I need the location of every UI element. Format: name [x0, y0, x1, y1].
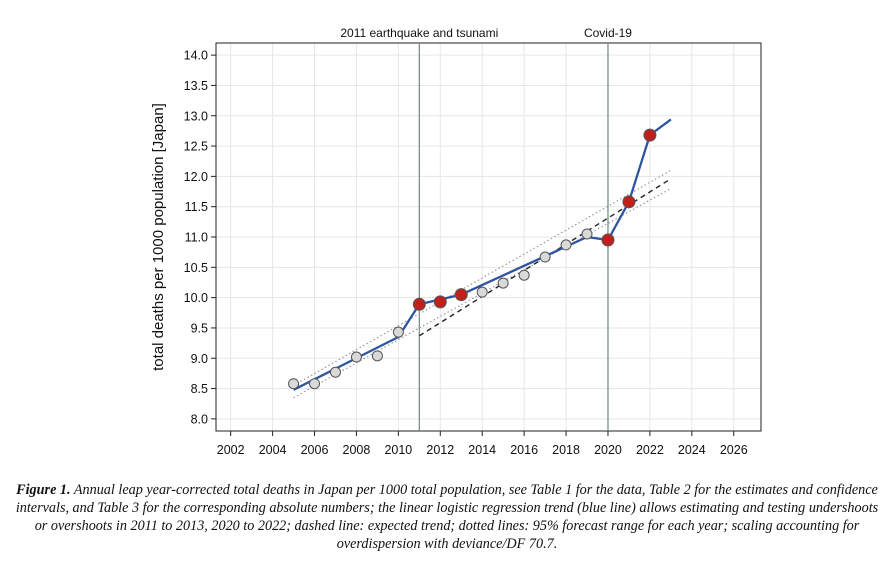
chart-svg: 2002 2004 2006 2008 2010 2012 2014 2016 2018 2020… [150, 26, 762, 457]
data-point [539, 251, 551, 263]
y-tick-label: 11.0 [185, 231, 208, 245]
data-point [560, 239, 572, 251]
y-tick-label: 10.0 [184, 291, 208, 305]
caption-label: Figure 1. [16, 482, 71, 498]
data-point [476, 286, 488, 298]
y-tick-label: 8.0 [191, 412, 208, 426]
axes: 2002 2004 2006 2008 2010 2012 2014 2016 2018 2020… [184, 49, 748, 457]
y-axis-title: total deaths per 1000 population [Japan] [150, 103, 167, 371]
y-tick-label: 9.5 [191, 321, 208, 335]
y-tick-label: 13.0 [184, 109, 208, 123]
data-point-event [643, 128, 657, 142]
y-tick-label: 11.5 [185, 200, 208, 214]
x-tick-label: 2024 [678, 443, 706, 457]
y-tick-label: 12.5 [184, 140, 208, 154]
markers [288, 128, 657, 390]
y-tick-label: 9.0 [191, 352, 208, 366]
figure-caption: Figure 1. Annual leap year-corrected tot… [14, 481, 880, 553]
x-tick-label: 2016 [510, 443, 538, 457]
data-point [581, 228, 593, 240]
x-tick-label: 2012 [426, 443, 454, 457]
data-point [329, 366, 341, 378]
y-tick-label: 14.0 [184, 49, 208, 63]
data-point-event [433, 295, 447, 309]
y-tick-label: 8.5 [191, 382, 208, 396]
forecast-upper-line [293, 169, 672, 387]
event-label: 2011 earthquake and tsunami [340, 26, 498, 40]
data-point-event [601, 233, 615, 247]
data-point [497, 277, 509, 289]
data-point [371, 350, 383, 362]
x-tick-label: 2004 [259, 443, 287, 457]
event-label: Covid-19 [584, 26, 632, 40]
x-tick-label: 2022 [636, 443, 664, 457]
data-point [309, 378, 321, 390]
data-point [392, 326, 404, 338]
data-point [350, 351, 362, 363]
data-point-event [454, 288, 468, 302]
x-tick-label: 2010 [384, 443, 412, 457]
x-tick-label: 2006 [301, 443, 329, 457]
x-tick-label: 2014 [468, 443, 496, 457]
data-point-event [412, 297, 426, 311]
x-tick-label: 2026 [720, 443, 748, 457]
x-tick-label: 2020 [594, 443, 622, 457]
y-tick-label: 12.0 [184, 170, 208, 184]
caption-text: Annual leap year-corrected total deaths … [15, 482, 879, 552]
y-tick-label: 10.5 [184, 261, 208, 275]
data-point [288, 378, 300, 390]
x-tick-label: 2018 [552, 443, 580, 457]
data-point-event [622, 195, 636, 209]
y-tick-label: 13.5 [184, 79, 208, 93]
x-tick-label: 2002 [217, 443, 245, 457]
x-tick-label: 2008 [343, 443, 371, 457]
event-lines: 2011 earthquake and tsunami Covid-19 [340, 26, 632, 431]
grid [216, 43, 761, 431]
data-point [518, 269, 530, 281]
